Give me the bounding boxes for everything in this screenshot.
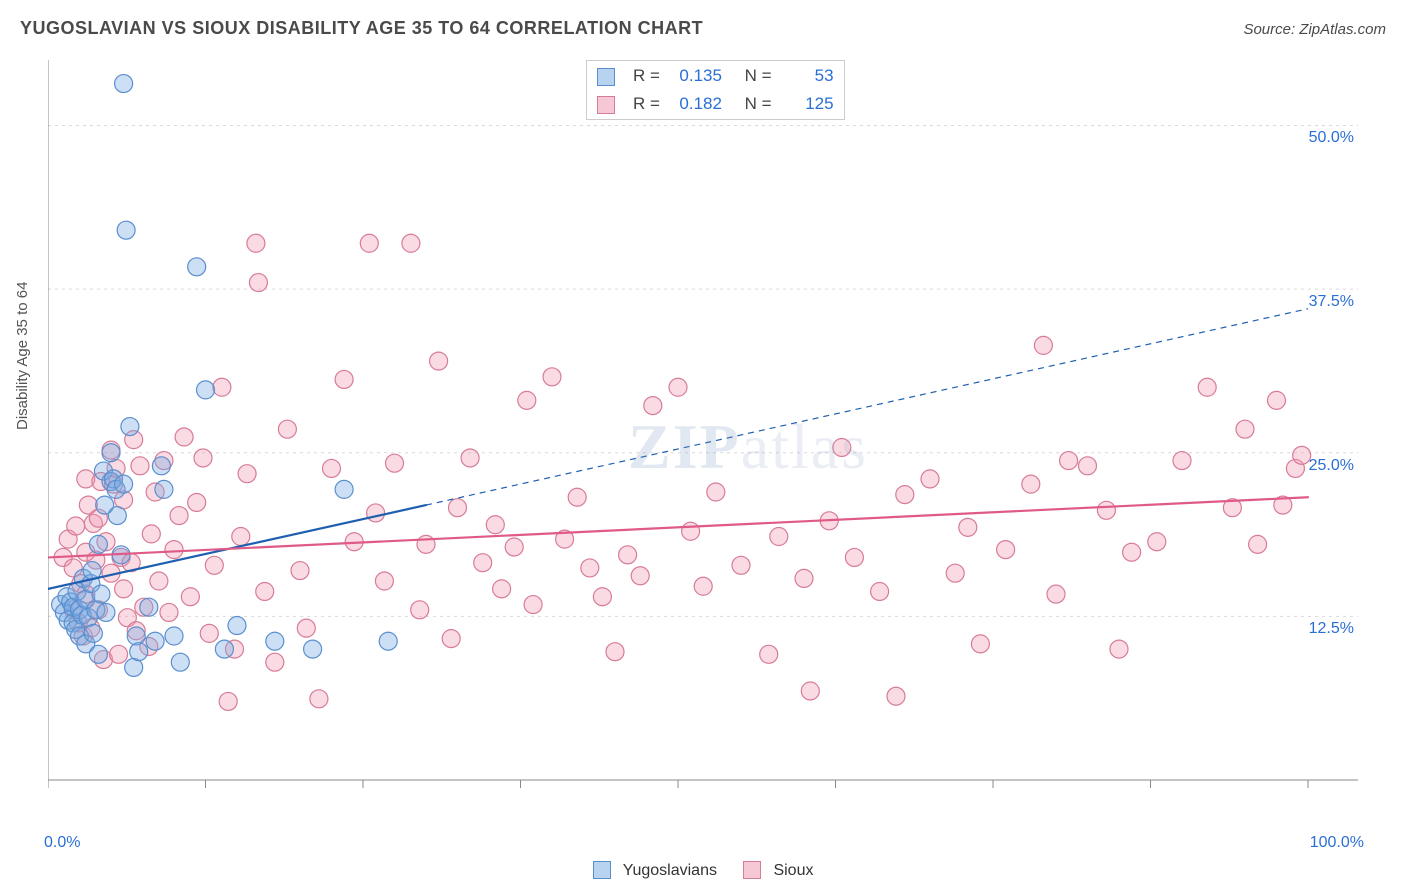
x-axis-min-label: 0.0%	[44, 834, 80, 852]
scatter-plot-area: ZIPatlas R =0.135 N =53R =0.182 N =125 1…	[48, 60, 1358, 800]
correlation-stats-legend: R =0.135 N =53R =0.182 N =125	[586, 60, 845, 120]
stats-row-sioux: R =0.182 N =125	[589, 91, 842, 117]
legend-label-sioux: Sioux	[773, 862, 813, 879]
legend-label-yugoslavians: Yugoslavians	[623, 862, 717, 879]
y-axis-label: Disability Age 35 to 64	[14, 282, 31, 430]
x-axis-max-label: 100.0%	[1310, 834, 1364, 852]
y-tick-label: 37.5%	[1309, 293, 1354, 311]
y-tick-label: 12.5%	[1309, 620, 1354, 638]
chart-title: YUGOSLAVIAN VS SIOUX DISABILITY AGE 35 T…	[20, 18, 703, 39]
swatch-sioux	[743, 861, 761, 879]
stats-row-yugoslavians: R =0.135 N =53	[589, 63, 842, 89]
source-attribution: Source: ZipAtlas.com	[1243, 21, 1386, 38]
legend-item-sioux: Sioux	[743, 862, 813, 880]
y-tick-label: 50.0%	[1309, 129, 1354, 147]
legend-item-yugoslavians: Yugoslavians	[593, 862, 717, 880]
series-legend: Yugoslavians Sioux	[0, 862, 1406, 880]
plot-svg	[48, 60, 1358, 800]
swatch-yugoslavians	[593, 861, 611, 879]
y-tick-label: 25.0%	[1309, 457, 1354, 475]
